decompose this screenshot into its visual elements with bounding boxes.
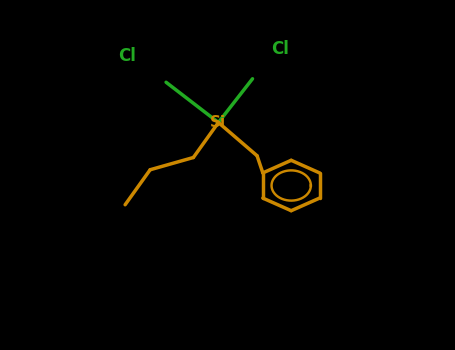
Text: Cl: Cl xyxy=(271,40,289,58)
Text: Cl: Cl xyxy=(118,47,136,65)
Text: Si: Si xyxy=(210,115,227,130)
